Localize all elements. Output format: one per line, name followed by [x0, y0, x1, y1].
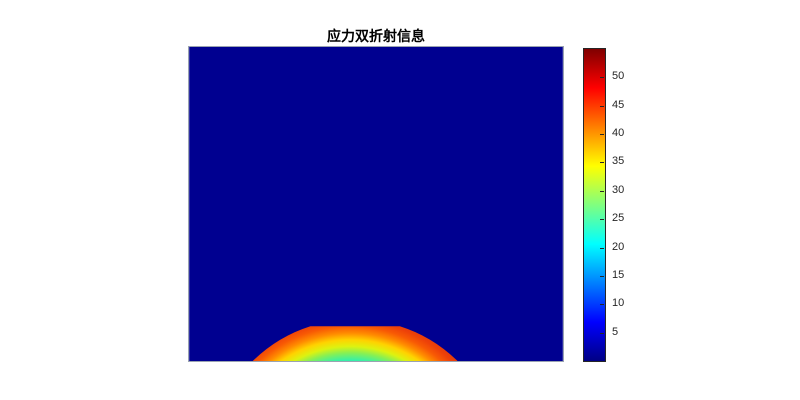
wafer-heatmap-image: [189, 47, 563, 361]
plot-background: [189, 47, 563, 361]
colorbar-tick: [600, 77, 604, 79]
colorbar-gradient: [584, 49, 605, 361]
colorbar-tick-label: 20: [612, 240, 625, 253]
colorbar-tick-label: 45: [612, 98, 625, 111]
chart-title: 应力双折射信息: [327, 29, 425, 45]
colorbar: [583, 48, 606, 362]
colorbar-tick: [600, 275, 604, 277]
colorbar-tick-label: 25: [612, 212, 625, 225]
heatmap-plot: [188, 46, 564, 362]
colorbar-tick-label: 30: [612, 183, 625, 196]
colorbar-tick-label: 35: [612, 155, 625, 168]
colorbar-tick: [600, 162, 604, 164]
colorbar-tick: [600, 219, 604, 221]
wafer-disc: [252, 326, 458, 361]
colorbar-tick-label: 10: [612, 297, 625, 310]
colorbar-tick-label: 5: [612, 325, 619, 338]
colorbar-tick-label: 50: [612, 70, 625, 83]
colorbar-tick-label: 40: [612, 127, 625, 140]
colorbar-tick: [600, 247, 604, 249]
colorbar-tick-label: 15: [612, 268, 625, 281]
colorbar-tick: [600, 105, 604, 107]
colorbar-tick: [600, 304, 604, 306]
colorbar-tick: [600, 134, 604, 136]
colorbar-tick: [600, 332, 604, 334]
colorbar-tick: [600, 190, 604, 192]
